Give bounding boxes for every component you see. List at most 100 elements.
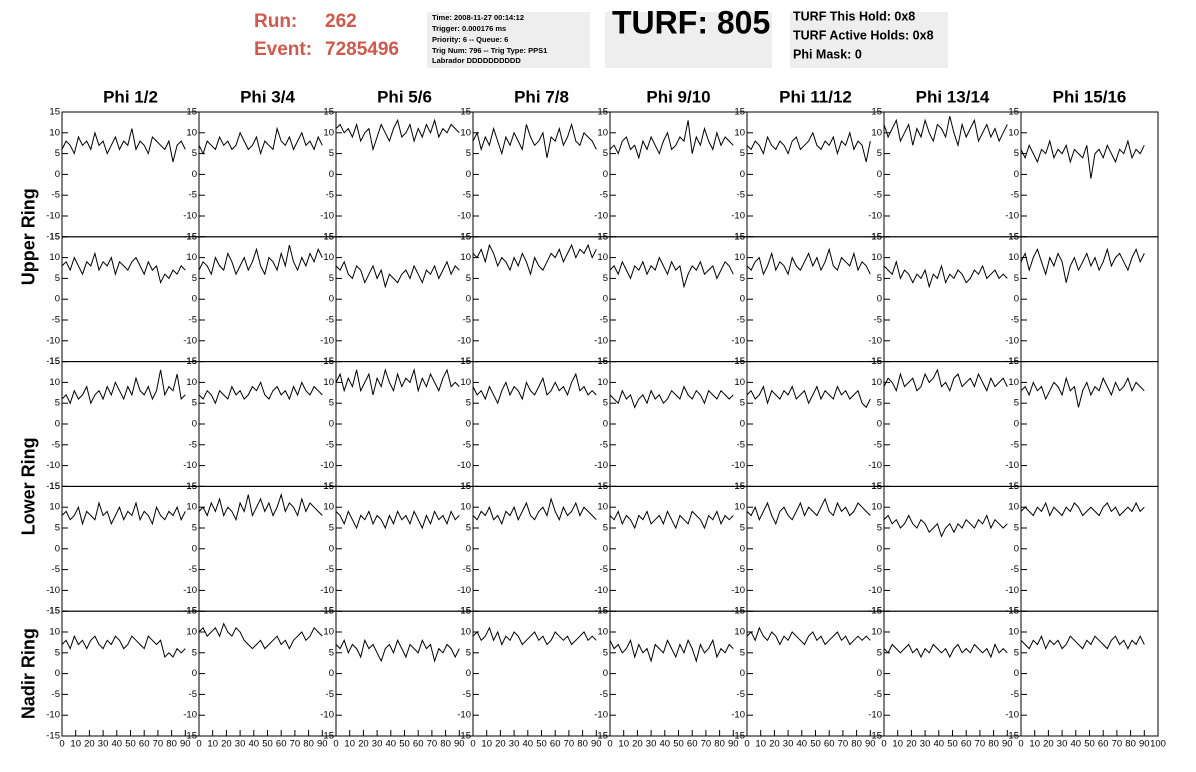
x-tick-label: 50 — [947, 739, 958, 750]
y-tick-label: -10 — [457, 460, 471, 471]
y-tick-label: 10 — [1008, 627, 1019, 638]
y-tick-label: 0 — [740, 419, 745, 430]
x-tick-label: 50 — [1084, 739, 1095, 750]
y-tick-label: 15 — [734, 107, 745, 118]
y-tick-label: 5 — [192, 148, 197, 159]
y-tick-label: 15 — [597, 481, 608, 492]
y-tick-label: 10 — [871, 377, 882, 388]
waveform — [746, 247, 871, 276]
column-header: Phi 15/16 — [1053, 87, 1127, 106]
y-tick-label: -5 — [1011, 190, 1019, 201]
x-tick-label: 40 — [249, 739, 260, 750]
y-tick-label: 5 — [877, 273, 882, 284]
y-tick-label: 5 — [740, 523, 745, 534]
y-tick-label: 15 — [460, 107, 471, 118]
y-tick-label: -15 — [46, 356, 60, 367]
y-tick-label: 5 — [877, 148, 882, 159]
y-tick-label: -10 — [868, 211, 882, 222]
y-tick-label: 10 — [323, 502, 334, 513]
x-tick-label: 10 — [892, 739, 903, 750]
y-tick-label: 10 — [460, 252, 471, 263]
y-tick-label: -10 — [1005, 585, 1019, 596]
y-tick-label: -10 — [183, 585, 197, 596]
x-tick-label: 60 — [276, 739, 287, 750]
y-tick-label: -10 — [594, 460, 608, 471]
y-tick-label: 5 — [740, 647, 745, 658]
y-tick-label: -5 — [189, 190, 197, 201]
y-tick-label: -10 — [594, 335, 608, 346]
x-tick-label: 80 — [440, 739, 451, 750]
x-tick-label: 50 — [399, 739, 410, 750]
x-tick-label: 70 — [975, 739, 986, 750]
y-tick-label: 0 — [466, 294, 471, 305]
event-label: Event: — [254, 39, 312, 60]
y-tick-label: 15 — [597, 107, 608, 118]
waveform — [609, 510, 734, 530]
y-tick-label: -10 — [594, 211, 608, 222]
waveform — [883, 643, 1008, 659]
x-tick-label: 0 — [59, 739, 64, 750]
waveform — [472, 122, 597, 158]
info-line: Labrador DDDDDDDDDD — [432, 56, 521, 65]
y-tick-label: 5 — [1014, 647, 1019, 658]
x-tick-label: 90 — [454, 739, 465, 750]
x-tick-label: 10 — [755, 739, 766, 750]
y-tick-label: 15 — [1008, 231, 1019, 242]
y-tick-label: 10 — [734, 627, 745, 638]
turf-info-line: Phi Mask: 0 — [793, 47, 862, 61]
x-tick-label: 0 — [196, 739, 201, 750]
y-tick-label: 0 — [740, 294, 745, 305]
x-tick-label: 20 — [632, 739, 643, 750]
y-tick-label: 15 — [871, 231, 882, 242]
y-tick-label: -10 — [1005, 211, 1019, 222]
y-tick-label: -10 — [1005, 460, 1019, 471]
waveform — [883, 259, 1008, 289]
y-tick-label: 10 — [597, 127, 608, 138]
x-tick-label: 80 — [851, 739, 862, 750]
y-tick-label: -5 — [326, 564, 334, 575]
column-header: Phi 3/4 — [240, 87, 295, 106]
y-tick-label: 10 — [323, 627, 334, 638]
x-tick-label: 40 — [523, 739, 534, 750]
y-tick-label: 0 — [740, 543, 745, 554]
turf-info-line: TURF This Hold: 0x8 — [793, 9, 915, 23]
y-tick-label: 10 — [186, 127, 197, 138]
y-tick-label: 0 — [877, 419, 882, 430]
waveform — [198, 622, 323, 650]
x-tick-label: 100 — [1150, 739, 1166, 750]
y-tick-label: 15 — [323, 606, 334, 617]
x-tick-label: 60 — [1098, 739, 1109, 750]
y-tick-label: -5 — [52, 439, 60, 450]
x-tick-label: 40 — [112, 739, 123, 750]
y-tick-label: -15 — [46, 731, 60, 742]
waveform — [883, 116, 1008, 148]
y-tick-label: 0 — [55, 169, 60, 180]
x-tick-label: 10 — [1029, 739, 1040, 750]
y-tick-label: 15 — [460, 231, 471, 242]
y-tick-label: 0 — [877, 543, 882, 554]
y-tick-label: -5 — [326, 439, 334, 450]
info-line: Time: 2008-11-27 00:14:12 — [432, 13, 524, 22]
x-tick-label: 20 — [495, 739, 506, 750]
y-tick-label: 10 — [734, 502, 745, 513]
y-tick-label: -5 — [189, 689, 197, 700]
y-tick-label: 10 — [49, 252, 60, 263]
y-tick-label: -5 — [463, 439, 471, 450]
x-tick-label: 90 — [1139, 739, 1150, 750]
y-tick-label: -5 — [600, 315, 608, 326]
y-tick-label: -5 — [52, 190, 60, 201]
y-tick-label: 0 — [329, 169, 334, 180]
y-tick-label: -5 — [737, 564, 745, 575]
x-tick-label: 90 — [865, 739, 876, 750]
y-tick-label: 15 — [460, 481, 471, 492]
y-tick-label: 0 — [466, 543, 471, 554]
x-tick-label: 70 — [701, 739, 712, 750]
y-tick-label: -10 — [731, 460, 745, 471]
y-tick-label: 0 — [740, 668, 745, 679]
y-tick-label: 5 — [603, 523, 608, 534]
y-tick-label: 15 — [734, 356, 745, 367]
waveform — [746, 626, 871, 646]
waveform — [198, 244, 323, 276]
y-tick-label: -15 — [183, 731, 197, 742]
y-tick-label: 5 — [740, 148, 745, 159]
